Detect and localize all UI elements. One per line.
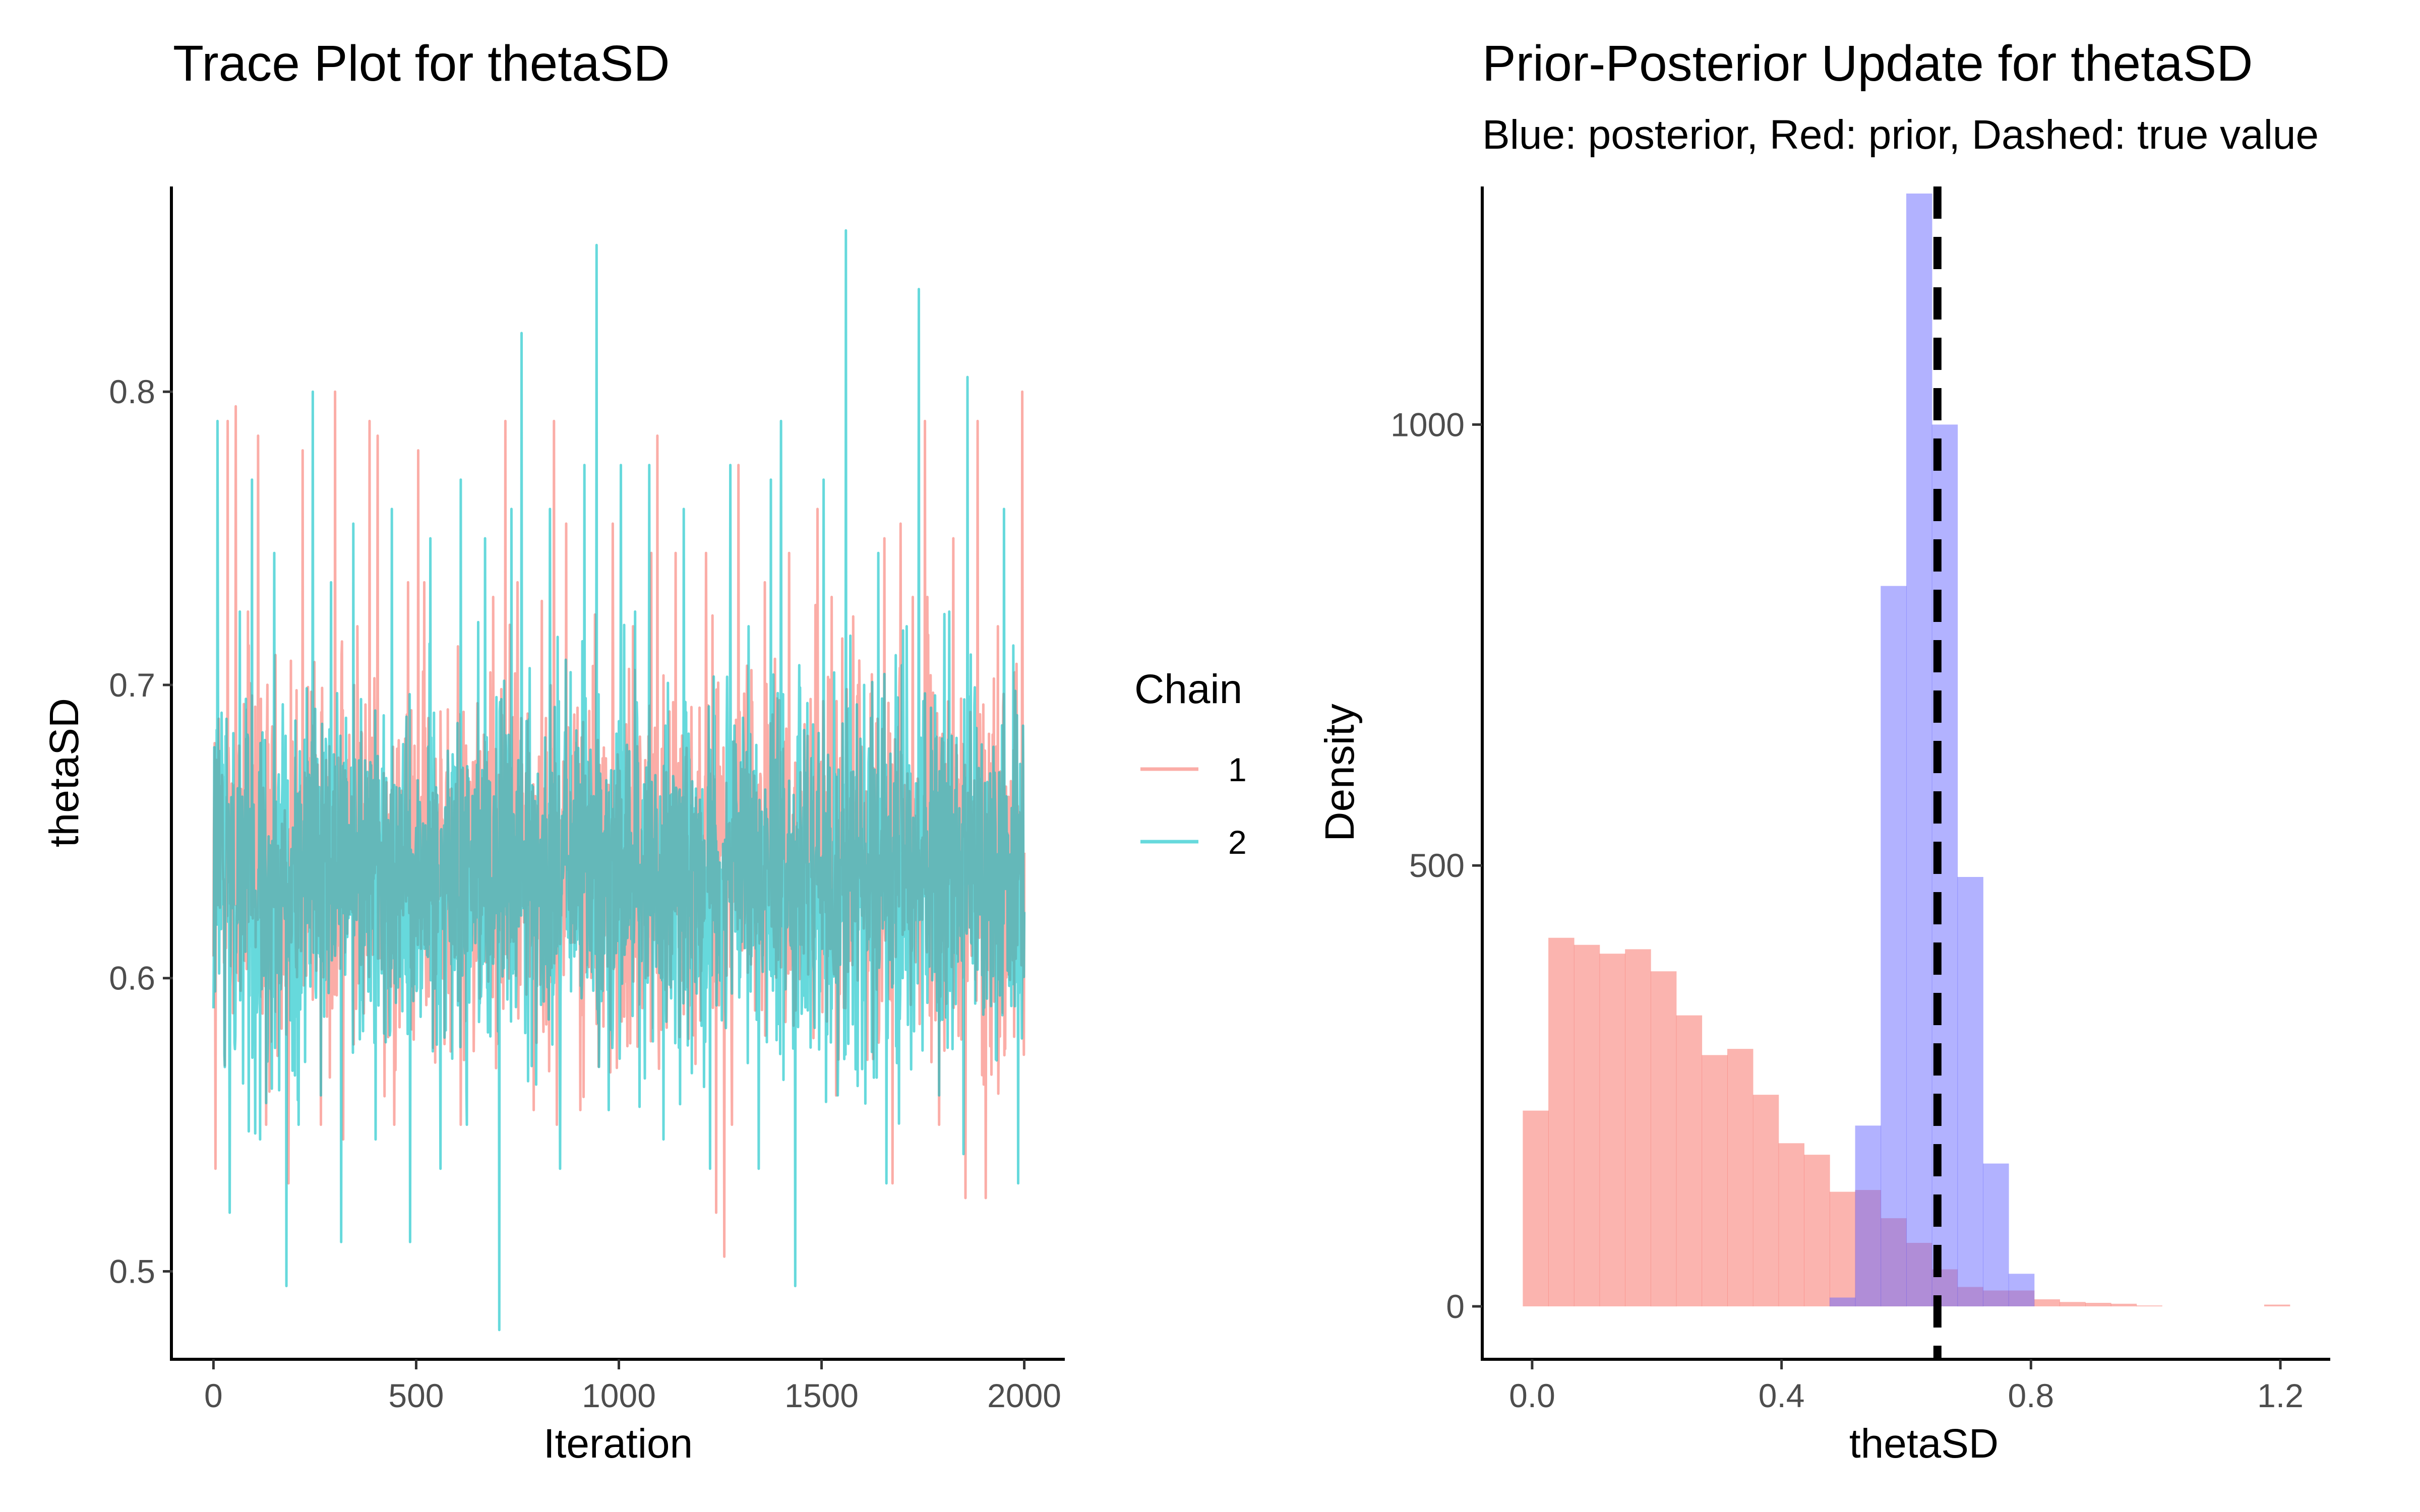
legend-label-chain-1: 1 xyxy=(1228,751,1247,788)
trace-lines-area xyxy=(212,229,1026,1332)
prior-bar xyxy=(1650,971,1677,1307)
hist-y-tick-label: 500 xyxy=(1409,847,1465,884)
prior-bar xyxy=(2085,1303,2111,1306)
trace-x-tick-label: 500 xyxy=(388,1377,444,1414)
trace-plot-title: Trace Plot for thetaSD xyxy=(173,35,670,92)
trace-plot-panel: Trace Plot for thetaSD 0 500 1000 1500 2000 … xyxy=(41,35,1065,1467)
posterior-bar xyxy=(1906,194,1932,1306)
prior-bar xyxy=(2034,1299,2060,1306)
chain-legend: Chain 1 2 xyxy=(1134,666,1247,861)
posterior-bar xyxy=(1983,1163,2009,1306)
hist-x-tick-label: 0.4 xyxy=(1759,1377,1805,1414)
prior-bar xyxy=(1702,1055,1728,1306)
trace-x-axis-title: Iteration xyxy=(543,1421,693,1467)
prior-bar xyxy=(1829,1191,1856,1307)
prior-posterior-title: Prior-Posterior Update for thetaSD xyxy=(1482,35,2253,92)
prior-bar xyxy=(1599,954,1625,1306)
trace-x-tick-label: 0 xyxy=(204,1377,223,1414)
prior-bar xyxy=(1523,1110,1549,1306)
trace-y-axis-title: thetaSD xyxy=(41,698,87,847)
trace-y-tick-label: 0.6 xyxy=(109,960,155,997)
prior-bar xyxy=(1548,937,1575,1306)
prior-bar xyxy=(2110,1303,2137,1306)
posterior-bar xyxy=(1881,586,1907,1306)
legend-entry-chain-2: 2 xyxy=(1140,824,1247,861)
legend-entry-chain-1: 1 xyxy=(1140,751,1247,788)
prior-bar xyxy=(1727,1049,1753,1306)
hist-x-tick-label: 1.2 xyxy=(2257,1377,2304,1414)
posterior-bar xyxy=(2008,1274,2035,1306)
trace-y-tick-label: 0.8 xyxy=(109,373,155,410)
hist-y-ticks: 0 500 1000 xyxy=(1390,406,1482,1325)
trace-y-ticks: 0.5 0.6 0.7 0.8 xyxy=(109,373,173,1290)
trace-x-ticks: 0 500 1000 1500 2000 xyxy=(204,1359,1061,1414)
prior-bar xyxy=(1804,1155,1830,1306)
prior-bar xyxy=(1778,1143,1804,1306)
prior-bar xyxy=(1752,1095,1779,1306)
posterior-bar xyxy=(1855,1125,1882,1306)
hist-y-tick-label: 1000 xyxy=(1390,406,1465,443)
hist-x-tick-label: 0.0 xyxy=(1509,1377,1555,1414)
hist-y-axis-title: Density xyxy=(1317,704,1363,841)
trace-x-tick-label: 2000 xyxy=(987,1377,1061,1414)
prior-posterior-subtitle: Blue: posterior, Red: prior, Dashed: tru… xyxy=(1482,112,2319,158)
trace-line-chain-2 xyxy=(212,229,1026,1332)
prior-bar xyxy=(1625,949,1651,1306)
hist-x-axis-title: thetaSD xyxy=(1849,1421,1999,1467)
posterior-bar xyxy=(1957,877,1983,1307)
prior-bar xyxy=(1676,1015,1703,1306)
trace-y-tick-label: 0.7 xyxy=(109,666,155,704)
posterior-bar xyxy=(1829,1297,1856,1306)
trace-x-tick-label: 1500 xyxy=(784,1377,859,1414)
prior-bar xyxy=(1574,944,1600,1306)
hist-y-tick-label: 0 xyxy=(1446,1288,1465,1325)
trace-x-tick-label: 1000 xyxy=(582,1377,656,1414)
prior-bar xyxy=(2136,1305,2162,1306)
histogram-bars xyxy=(1523,194,2290,1307)
trace-y-tick-label: 0.5 xyxy=(109,1252,155,1290)
prior-bar xyxy=(2264,1304,2290,1306)
prior-bar xyxy=(2060,1302,2086,1306)
prior-posterior-panel: Prior-Posterior Update for thetaSD Blue:… xyxy=(1317,35,2330,1467)
legend-title: Chain xyxy=(1134,666,1242,712)
legend-label-chain-2: 2 xyxy=(1228,824,1247,861)
hist-x-tick-label: 0.8 xyxy=(2008,1377,2054,1414)
hist-x-ticks: 0.0 0.4 0.8 1.2 xyxy=(1509,1359,2304,1414)
